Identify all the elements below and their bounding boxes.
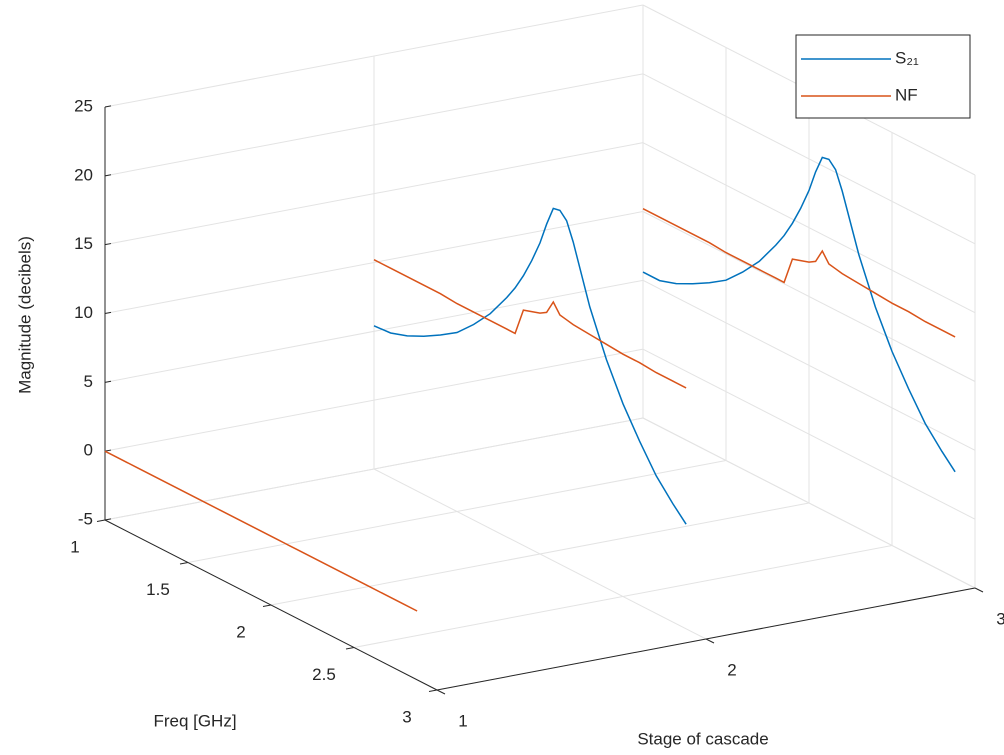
grid-line [187,460,727,563]
z-tick [104,380,112,383]
x-tick [428,689,438,692]
x-tick [96,519,106,522]
y-tick-label: 1 [458,711,467,730]
series-line [104,450,418,612]
series-line [373,259,687,389]
series-line [642,208,956,338]
legend-label: S₂₁ [895,48,919,67]
x-axis-label: Freq [GHz] [153,711,236,730]
x-tick-label: 3 [402,707,411,726]
z-tick-label: 5 [84,372,93,391]
y-axis-label: Stage of cascade [637,729,768,748]
y-tick [436,689,446,695]
z-tick [104,518,112,521]
z-tick-label: 10 [74,303,93,322]
legend-box [795,34,971,119]
x-tick-label: 1.5 [146,580,170,599]
series-line [642,156,956,473]
y-tick [705,638,715,644]
z-tick-label: 0 [84,441,93,460]
z-tick-label: 20 [74,165,93,184]
grid-line [104,417,644,521]
y-tick [974,587,984,593]
x-tick-label: 2.5 [312,665,336,684]
series-line [373,207,687,525]
grid-line [353,545,893,648]
y-tick-label: 3 [996,609,1004,628]
x-tick [345,647,355,650]
z-tick [104,311,112,314]
y-tick-label: 2 [727,660,736,679]
x-tick [262,604,272,607]
x-tick [179,562,189,565]
z-tick-label: 15 [74,234,93,253]
x-tick-label: 2 [236,622,245,641]
z-tick [104,174,112,177]
z-tick [104,105,112,108]
z-tick-label: 25 [74,96,93,115]
x-tick-label: 1 [70,537,79,556]
legend-label: NF [895,85,918,104]
z-tick-label: -5 [78,509,93,528]
z-axis-label: Magnitude (decibels) [15,236,34,394]
grid-line [270,502,810,606]
z-tick [104,243,112,246]
